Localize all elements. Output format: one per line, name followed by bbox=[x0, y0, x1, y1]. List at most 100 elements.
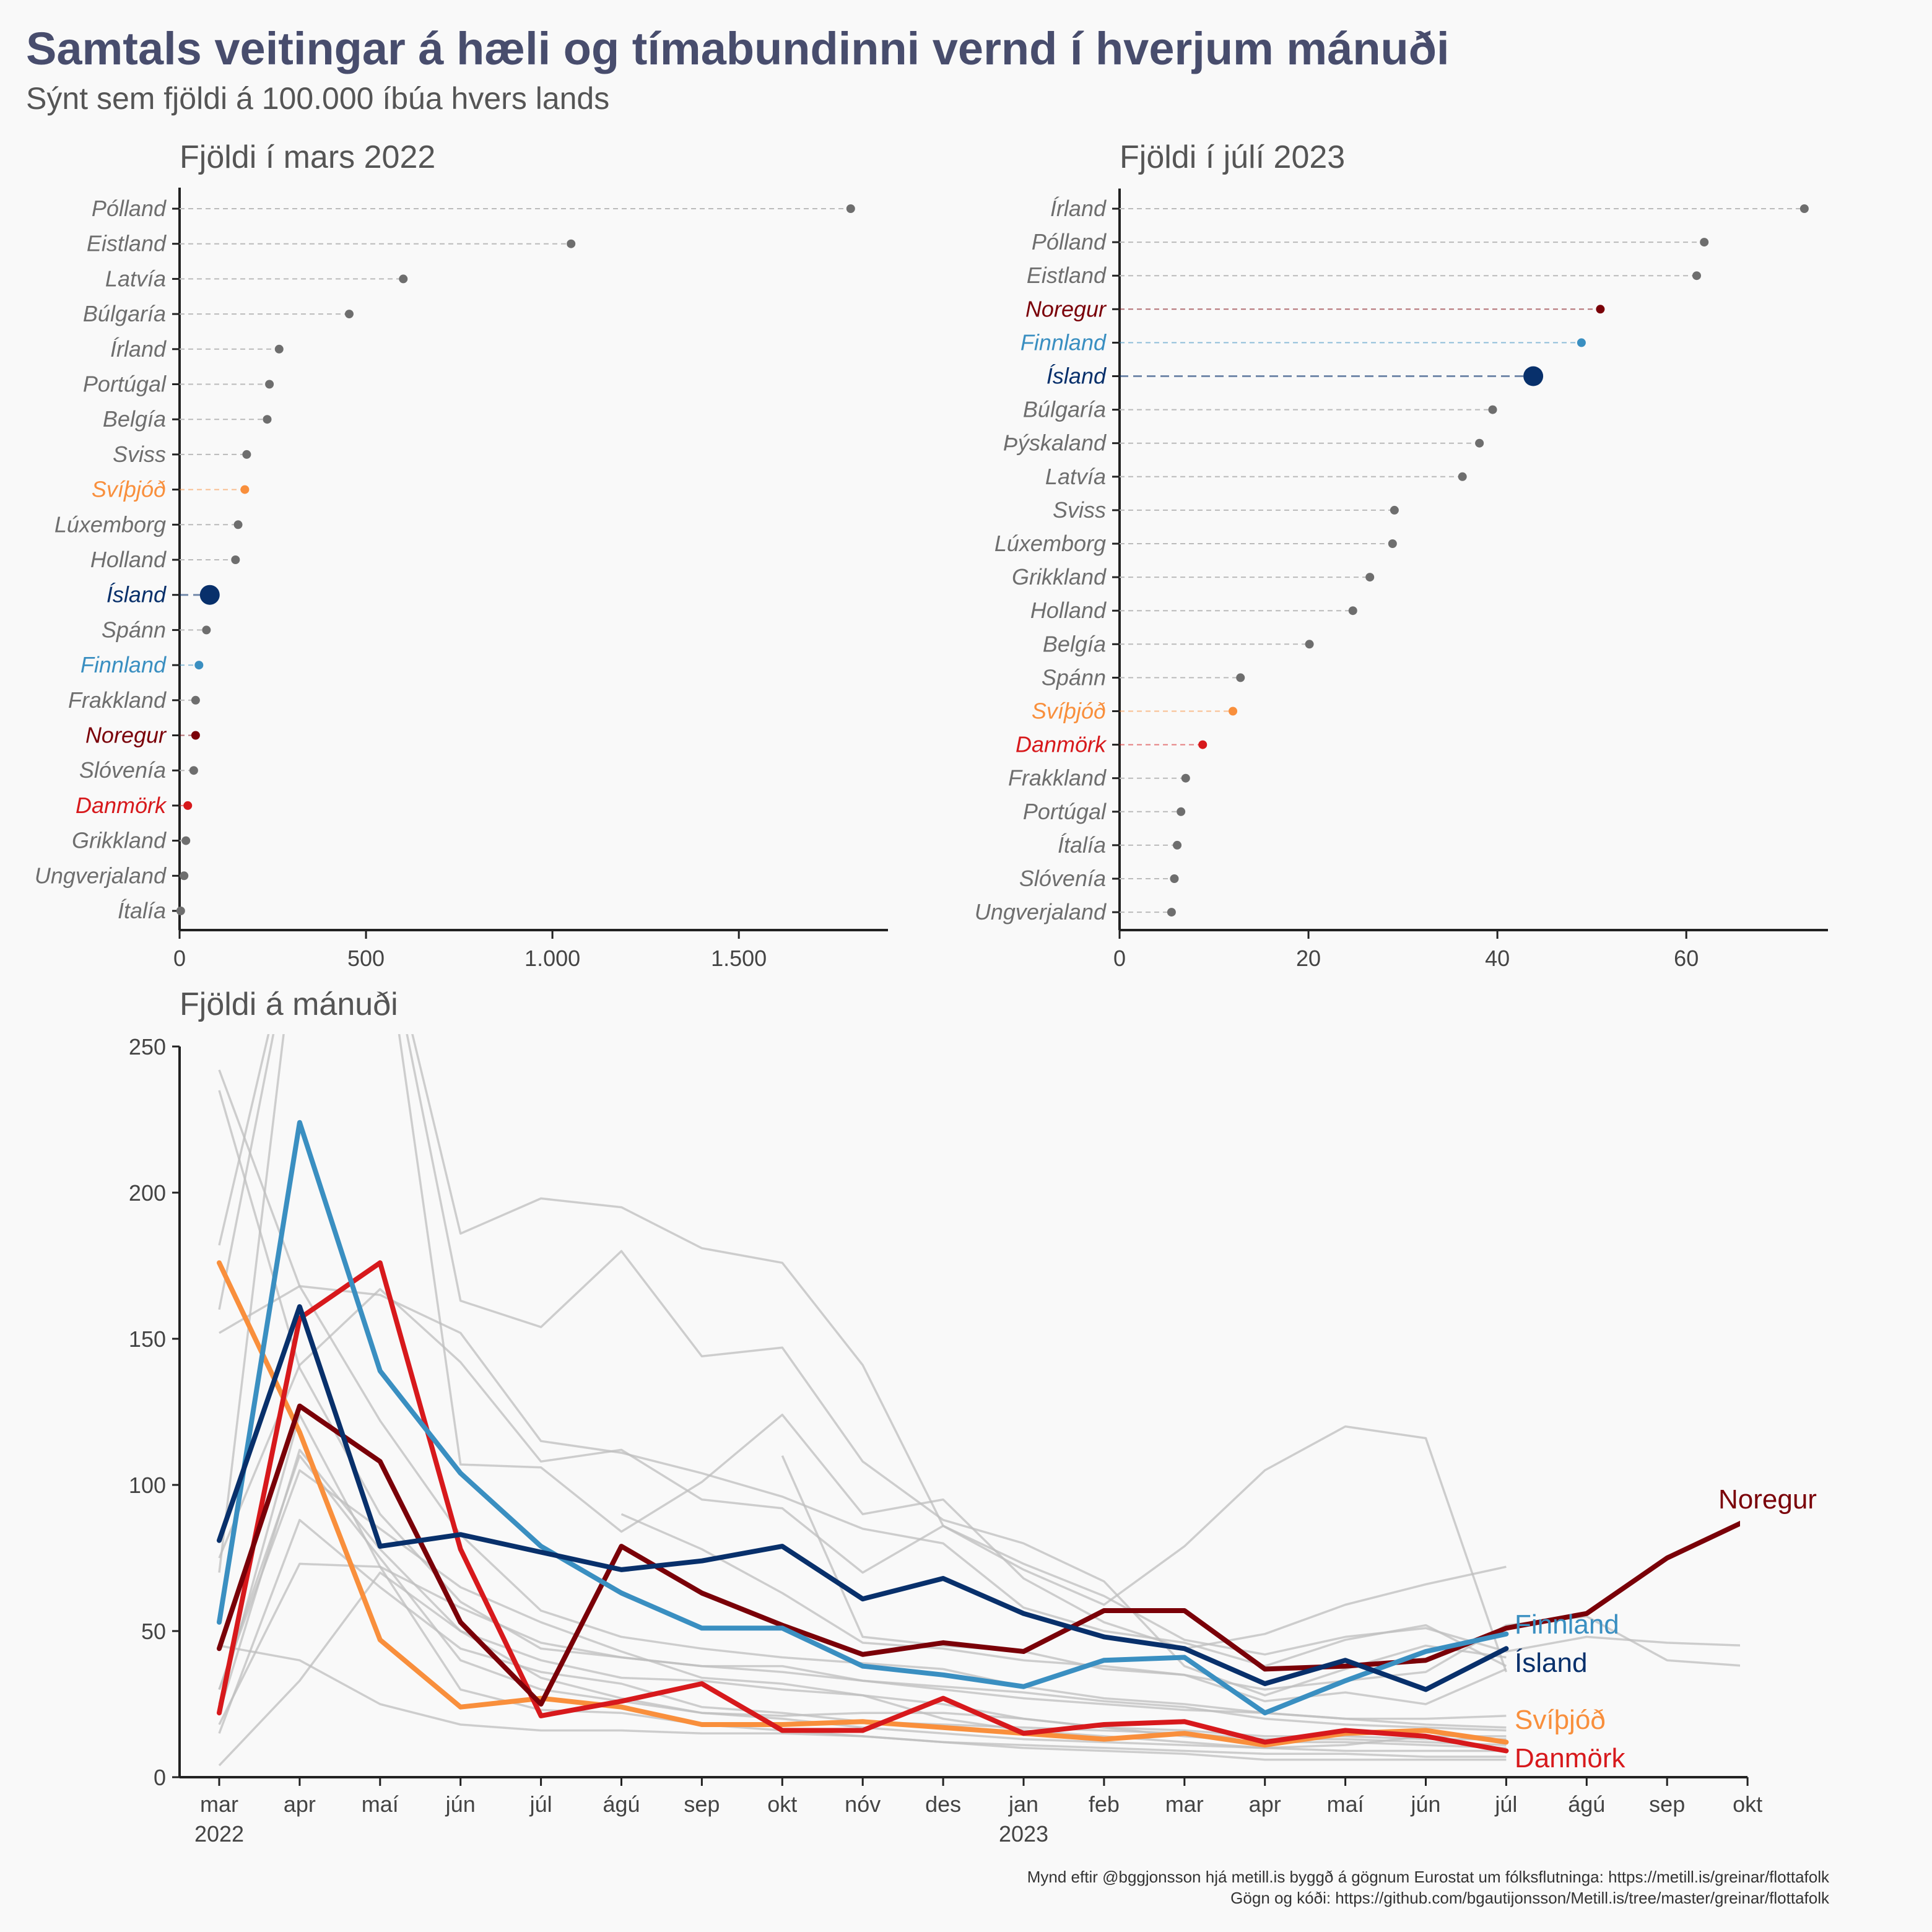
background-line-10 bbox=[218, 1562, 1507, 1725]
x-tick-label-jun: jún bbox=[445, 1791, 476, 1817]
x-tick-label-okt: okt bbox=[767, 1791, 797, 1817]
country-label-sviss: Sviss bbox=[1053, 497, 1106, 523]
background-line-17 bbox=[781, 1455, 1740, 1691]
country-label-luxemborg: Lúxemborg bbox=[994, 531, 1106, 556]
dot-sviss bbox=[1390, 505, 1399, 515]
background-line-15 bbox=[218, 1455, 1507, 1752]
x-tick-label-nov: nóv bbox=[845, 1791, 881, 1817]
dot-luxemborg bbox=[233, 520, 243, 529]
country-label-ungverjaland: Ungverjaland bbox=[975, 899, 1107, 925]
dot-latvia bbox=[399, 274, 408, 284]
country-label-grikkland: Grikkland bbox=[72, 828, 167, 853]
x-tick-label-mai: maí bbox=[1327, 1791, 1364, 1817]
dot-portugal bbox=[1177, 807, 1186, 816]
dot-portugal bbox=[265, 380, 274, 389]
background-line-16 bbox=[620, 1513, 1507, 1705]
series-line-svithjod bbox=[217, 1260, 1509, 1748]
country-label-danmork: Danmörk bbox=[1016, 732, 1107, 757]
background-line-14 bbox=[218, 1413, 1507, 1761]
x-tick-label-mar: mar bbox=[1165, 1791, 1204, 1817]
y-tick-label: 150 bbox=[129, 1326, 166, 1352]
x-tick-label-mar: mar bbox=[200, 1791, 238, 1817]
country-label-island: Ísland bbox=[1046, 363, 1107, 389]
dot-eistland bbox=[1692, 271, 1701, 281]
main-subtitle: Sýnt sem fjöldi á 100.000 íbúa hvers lan… bbox=[26, 81, 610, 116]
country-label-irland: Írland bbox=[110, 336, 167, 362]
dot-polland bbox=[1700, 238, 1709, 247]
dot-bulgaria bbox=[344, 310, 354, 319]
dot-panel-2: 0 20 40 60 Írland Pólland Eistland Noregur Finnl… bbox=[975, 188, 1828, 971]
dot-luxemborg bbox=[1388, 539, 1397, 548]
series-line-finnland bbox=[217, 1120, 1509, 1716]
background-line-7 bbox=[218, 1034, 1507, 1650]
dot-belgia bbox=[1305, 640, 1314, 649]
dot-grikkland bbox=[1365, 573, 1375, 582]
series-line-danmork bbox=[217, 1260, 1509, 1754]
dot-island bbox=[199, 585, 220, 605]
dot-spann bbox=[1236, 673, 1245, 682]
dot-thyskaland bbox=[1475, 438, 1484, 448]
background-line-3 bbox=[218, 1034, 1740, 1656]
dot-noregur bbox=[1596, 305, 1605, 314]
dot-polland bbox=[846, 204, 855, 213]
country-label-noregur: Noregur bbox=[85, 723, 167, 748]
x-tick-label-agu: ágú bbox=[603, 1791, 640, 1817]
dot-slovenia bbox=[189, 766, 198, 775]
country-label-eistland: Eistland bbox=[1027, 263, 1107, 288]
dot-irland bbox=[1799, 204, 1809, 213]
y-tick-label: 100 bbox=[129, 1473, 166, 1498]
country-label-danmork: Danmörk bbox=[76, 793, 167, 818]
series-label-danmork: Danmörk bbox=[1515, 1743, 1625, 1773]
country-label-finnland: Finnland bbox=[80, 652, 167, 677]
dot-svithjod bbox=[240, 485, 250, 494]
x-tick-label: 0 bbox=[1113, 946, 1126, 971]
country-label-ungverjaland: Ungverjaland bbox=[35, 863, 167, 888]
dot-holland bbox=[231, 555, 240, 564]
x-tick-label-jul: júl bbox=[1494, 1791, 1517, 1817]
background-line-6 bbox=[218, 1288, 1508, 1673]
x-tick-label: 0 bbox=[173, 946, 186, 971]
x-tick-label-feb: feb bbox=[1089, 1791, 1120, 1817]
x-tick-label: 1.000 bbox=[524, 946, 580, 971]
y-tick-label: 200 bbox=[129, 1180, 166, 1206]
x-tick-label-okt: okt bbox=[1733, 1791, 1762, 1817]
year-label-2023: 2023 bbox=[999, 1821, 1048, 1847]
background-line-1 bbox=[218, 1069, 1507, 1729]
dot-eistland bbox=[567, 239, 576, 248]
dot-latvia bbox=[1458, 472, 1467, 481]
country-label-noregur: Noregur bbox=[1025, 296, 1107, 321]
country-label-svithjod: Svíþjóð bbox=[1032, 698, 1106, 724]
dot-frakkland bbox=[191, 695, 200, 705]
country-label-italia: Ítalía bbox=[1058, 832, 1106, 858]
country-label-bulgaria: Búlgaría bbox=[83, 301, 166, 326]
dot-danmork bbox=[183, 801, 193, 810]
country-label-portugal: Portúgal bbox=[83, 372, 167, 397]
x-tick-label: 60 bbox=[1674, 946, 1699, 971]
x-tick-label-apr: apr bbox=[1249, 1791, 1281, 1817]
country-label-thyskaland: Þýskaland bbox=[1003, 430, 1107, 456]
country-label-slovenia: Slóvenía bbox=[79, 757, 166, 783]
country-label-finnland: Finnland bbox=[1020, 329, 1107, 355]
x-tick-label-apr: apr bbox=[284, 1791, 316, 1817]
dot-italia bbox=[1173, 840, 1182, 850]
x-tick-label-jan: jan bbox=[1008, 1791, 1038, 1817]
dot-holland bbox=[1348, 606, 1357, 616]
x-tick-label-des: des bbox=[925, 1791, 961, 1817]
line-panel: 0 50 100 150 200 250 mar apr maí jún júl ágú sep okt n… bbox=[129, 1034, 1817, 1847]
y-tick-label: 0 bbox=[154, 1765, 166, 1790]
country-label-polland: Pólland bbox=[1032, 229, 1107, 255]
background-line-5 bbox=[219, 1285, 1507, 1668]
x-tick-label-jul: júl bbox=[529, 1791, 552, 1817]
dot-irland bbox=[274, 344, 284, 354]
country-label-spann: Spánn bbox=[1042, 664, 1106, 690]
x-tick-label-jun: jún bbox=[1410, 1791, 1440, 1817]
panel-title-july-2023: Fjöldi í júlí 2023 bbox=[1120, 139, 1346, 175]
dot-finnland bbox=[1577, 338, 1586, 347]
caption-code: Gögn og kóði: https://github.com/bgautij… bbox=[1230, 1889, 1829, 1907]
country-label-latvia: Latvía bbox=[1045, 464, 1106, 489]
country-label-slovenia: Slóvenía bbox=[1019, 866, 1106, 891]
country-label-grikkland: Grikkland bbox=[1012, 564, 1107, 590]
dot-panel-1: 0 500 1.000 1.500 Pólland Eistland Latvía Búlga… bbox=[35, 187, 888, 971]
background-line-12 bbox=[218, 1469, 1507, 1749]
series-label-svithjod: Svíþjóð bbox=[1515, 1705, 1606, 1735]
